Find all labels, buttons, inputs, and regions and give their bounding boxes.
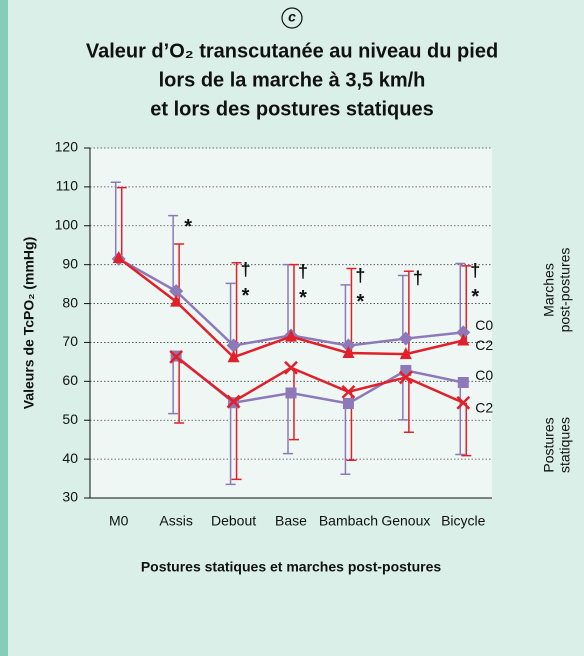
y-tick-label: 30 [62, 489, 78, 505]
error-bar [116, 186, 127, 259]
marker [227, 350, 240, 363]
x-tick-label: M0 [109, 513, 129, 529]
series-label: C0 [475, 367, 493, 383]
group-label: Postures [541, 417, 557, 472]
error-bar [461, 265, 472, 341]
error-bar [225, 282, 236, 346]
group-label: post-postures [557, 248, 573, 333]
marker [342, 398, 354, 409]
series-label: C0 [475, 317, 493, 333]
significance-mark: * [299, 287, 307, 309]
marker [398, 370, 413, 385]
y-tick-label: 80 [62, 294, 78, 310]
figure-label: c [288, 9, 296, 25]
marker [400, 364, 412, 376]
error-bar [455, 382, 466, 456]
error-bar [231, 261, 242, 358]
plot-area [90, 148, 492, 498]
error-bar [397, 274, 408, 339]
marker [169, 284, 184, 299]
marker [285, 387, 297, 399]
y-tick-label: 90 [62, 255, 78, 271]
error-bar [283, 393, 293, 455]
significance-mark: * [471, 286, 479, 308]
y-tick-label: 70 [62, 333, 78, 349]
error-bar [174, 356, 185, 424]
significance-mark: † [355, 265, 365, 285]
marker [457, 377, 469, 388]
marker [398, 331, 413, 346]
marker [341, 384, 356, 399]
x-tick-label: Bambach [319, 513, 378, 529]
group-label: Marches [541, 263, 557, 317]
significance-mark: † [470, 260, 480, 280]
y-tick-label: 40 [62, 450, 78, 466]
x-tick-label: Base [275, 513, 307, 529]
error-bar [110, 181, 121, 259]
significance-mark: * [184, 216, 192, 238]
x-tick-label: Assis [159, 513, 192, 529]
marker [341, 338, 356, 353]
series-line [175, 355, 464, 404]
marker [284, 360, 298, 375]
marker [399, 347, 412, 360]
marker [342, 345, 355, 358]
marker [170, 294, 183, 307]
error-bar [289, 263, 299, 337]
marker [226, 338, 241, 353]
marker [285, 329, 297, 342]
x-axis-label: Postures statiques et marches post-postu… [141, 559, 442, 575]
y-tick-label: 100 [55, 216, 79, 232]
significance-mark: * [357, 291, 365, 313]
marker [112, 251, 125, 264]
x-tick-label: Debout [211, 513, 256, 529]
marker [456, 325, 471, 340]
significance-mark: * [242, 285, 250, 307]
marker [456, 395, 471, 410]
error-bar [231, 401, 242, 481]
side-strip [0, 0, 8, 656]
error-bar [289, 367, 299, 441]
marker [226, 394, 241, 409]
error-bar [168, 214, 179, 292]
marker [457, 333, 470, 346]
figure-label-circle [281, 7, 303, 29]
group-label: statiques [557, 417, 573, 473]
significance-mark: † [413, 268, 423, 288]
y-axis-label: Valeurs de TcPO₂ (mmHg) [21, 237, 37, 409]
series-label: C2 [475, 337, 493, 353]
error-bar [403, 377, 414, 434]
marker [169, 349, 184, 364]
chart-title: et lors des postures statiques [150, 98, 433, 120]
y-tick-label: 60 [62, 372, 78, 388]
x-tick-label: Bicycle [441, 513, 486, 529]
y-tick-label: 50 [62, 411, 78, 427]
chart-title: Valeur d’O₂ transcutanée au niveau du pi… [86, 40, 498, 62]
error-bar [461, 402, 472, 457]
significance-mark: † [241, 259, 251, 279]
error-bar [346, 267, 357, 353]
x-tick-label: Genoux [381, 513, 430, 529]
chart-title: lors de la marche à 3,5 km/h [159, 69, 426, 91]
error-bar [168, 356, 179, 415]
error-bar [455, 262, 466, 333]
series-label: C2 [475, 399, 493, 415]
error-bar [225, 402, 236, 486]
significance-mark: † [298, 261, 308, 281]
error-bar [340, 284, 351, 346]
y-tick-label: 120 [55, 139, 79, 155]
y-tick-label: 110 [56, 178, 79, 194]
error-bar [340, 403, 351, 476]
